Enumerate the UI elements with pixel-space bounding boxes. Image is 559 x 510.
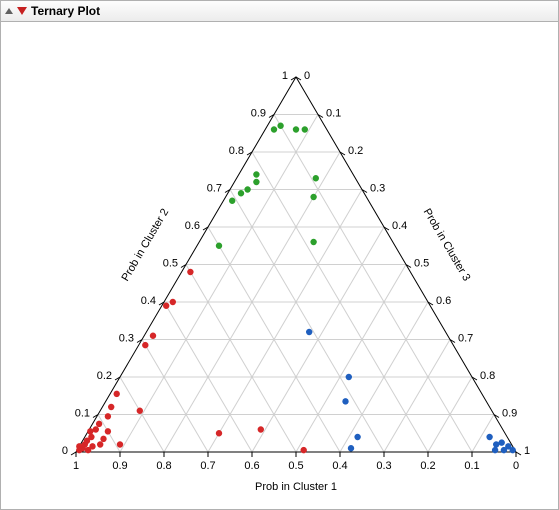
- data-point: [216, 430, 222, 436]
- svg-text:0.2: 0.2: [97, 370, 112, 382]
- data-point: [253, 179, 259, 185]
- data-point: [88, 434, 94, 440]
- data-point: [293, 126, 299, 132]
- data-point: [108, 404, 114, 410]
- data-point: [271, 126, 277, 132]
- data-point: [342, 398, 348, 404]
- svg-text:0.4: 0.4: [392, 220, 407, 232]
- data-point: [100, 436, 106, 442]
- data-point: [87, 428, 93, 434]
- svg-text:0.1: 0.1: [326, 108, 341, 120]
- data-point: [301, 447, 307, 453]
- svg-text:0.2: 0.2: [420, 460, 435, 472]
- svg-text:0.8: 0.8: [229, 145, 244, 157]
- data-point: [229, 198, 235, 204]
- data-point: [150, 333, 156, 339]
- svg-text:1: 1: [73, 460, 79, 472]
- panel-body: 1 0.9 0.8 0.7 0.6 0.5 0.4 0.3 0.2 0.1 0 0 0.1 0.2 0.3 0…: [0, 22, 559, 510]
- svg-text:0.3: 0.3: [370, 183, 385, 195]
- data-point: [310, 239, 316, 245]
- data-point: [105, 428, 111, 434]
- data-point: [93, 426, 99, 432]
- disclosure-triangle-icon[interactable]: [5, 8, 13, 14]
- data-point: [253, 171, 259, 177]
- svg-text:0.9: 0.9: [502, 408, 517, 420]
- svg-text:0.1: 0.1: [75, 408, 90, 420]
- data-point: [76, 443, 82, 449]
- data-point: [89, 443, 95, 449]
- svg-text:0.8: 0.8: [156, 460, 171, 472]
- svg-text:0.9: 0.9: [251, 108, 266, 120]
- data-point: [137, 408, 143, 414]
- svg-text:0.2: 0.2: [348, 145, 363, 157]
- data-point: [216, 243, 222, 249]
- svg-text:0.5: 0.5: [414, 258, 429, 270]
- data-point: [117, 441, 123, 447]
- svg-text:0.8: 0.8: [480, 370, 495, 382]
- data-point: [163, 303, 169, 309]
- data-point: [187, 269, 193, 275]
- svg-text:0.5: 0.5: [163, 258, 178, 270]
- data-point: [499, 439, 505, 445]
- data-point: [302, 126, 308, 132]
- svg-text:0: 0: [304, 70, 310, 82]
- ternary-plot[interactable]: 1 0.9 0.8 0.7 0.6 0.5 0.4 0.3 0.2 0.1 0 0 0.1 0.2 0.3 0…: [1, 22, 558, 508]
- data-point: [258, 426, 264, 432]
- svg-text:0.5: 0.5: [288, 460, 303, 472]
- svg-text:0.6: 0.6: [185, 220, 200, 232]
- svg-text:0: 0: [513, 460, 519, 472]
- svg-text:1: 1: [282, 70, 288, 82]
- data-point: [354, 434, 360, 440]
- panel-header: Ternary Plot: [0, 0, 559, 22]
- svg-text:0.6: 0.6: [244, 460, 259, 472]
- data-point: [244, 186, 250, 192]
- data-point: [277, 123, 283, 129]
- svg-text:0.7: 0.7: [207, 183, 222, 195]
- data-point: [310, 194, 316, 200]
- data-point: [346, 374, 352, 380]
- svg-text:0: 0: [62, 445, 68, 457]
- svg-text:0.3: 0.3: [376, 460, 391, 472]
- data-point: [313, 175, 319, 181]
- data-point: [486, 434, 492, 440]
- svg-text:0.7: 0.7: [458, 333, 473, 345]
- data-point: [501, 447, 507, 453]
- svg-text:0.7: 0.7: [200, 460, 215, 472]
- ternary-plot-panel: Ternary Plot 1 0.9 0.8 0.7 0.6 0.5 0.4 0.3 0.2 0.…: [0, 0, 559, 510]
- svg-text:1: 1: [524, 445, 530, 457]
- data-point: [492, 447, 498, 453]
- data-point: [238, 190, 244, 196]
- svg-text:0.9: 0.9: [112, 460, 127, 472]
- data-point: [96, 421, 102, 427]
- svg-text:Prob in Cluster 1: Prob in Cluster 1: [255, 481, 337, 493]
- data-point: [493, 441, 499, 447]
- svg-text:0.6: 0.6: [436, 295, 451, 307]
- svg-text:0.4: 0.4: [332, 460, 347, 472]
- svg-text:0.3: 0.3: [119, 333, 134, 345]
- panel-title: Ternary Plot: [31, 4, 100, 18]
- red-triangle-menu-icon[interactable]: [17, 7, 27, 15]
- data-point: [170, 299, 176, 305]
- data-point: [306, 329, 312, 335]
- data-point: [348, 445, 354, 451]
- data-point: [105, 413, 111, 419]
- data-point: [97, 441, 103, 447]
- svg-text:0.1: 0.1: [464, 460, 479, 472]
- data-point: [142, 342, 148, 348]
- svg-text:0.4: 0.4: [141, 295, 156, 307]
- data-point: [114, 391, 120, 397]
